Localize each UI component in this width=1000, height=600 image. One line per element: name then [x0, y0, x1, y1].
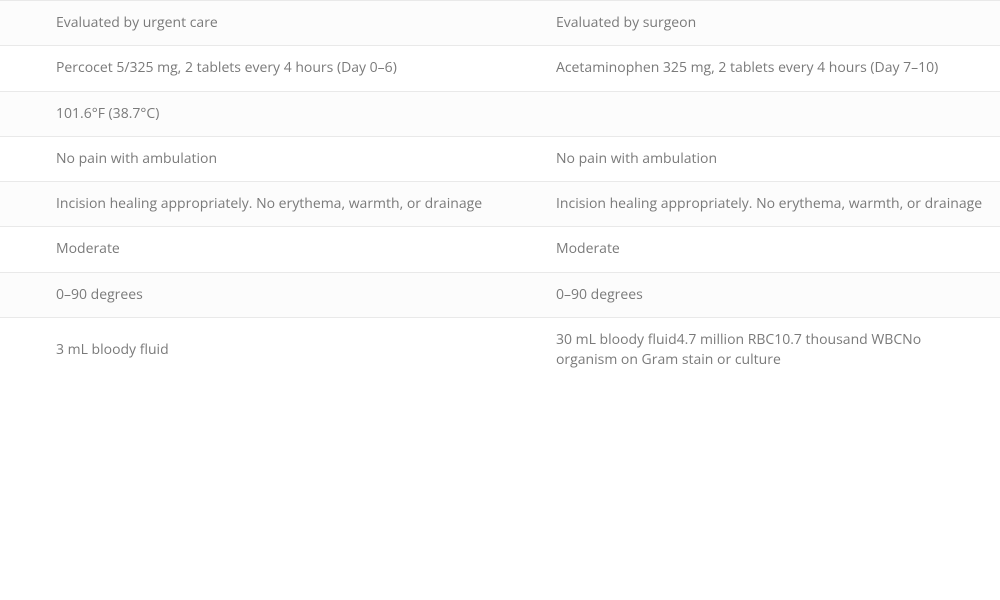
cell-text: 101.6°F (38.7°C) [56, 104, 159, 124]
cell-text: Percocet 5/325 mg, 2 tablets every 4 hou… [56, 58, 397, 78]
table-cell-left: Moderate [0, 227, 500, 271]
table-row: 101.6°F (38.7°C) [0, 91, 1000, 136]
table-cell-left: Evaluated by urgent care [0, 1, 500, 45]
cell-text: No pain with ambulation [56, 149, 217, 169]
cell-text: Evaluated by surgeon [556, 13, 696, 33]
cell-text: Evaluated by urgent care [56, 13, 218, 33]
comparison-table: Evaluated by urgent care Evaluated by su… [0, 0, 1000, 383]
table-cell-left: Percocet 5/325 mg, 2 tablets every 4 hou… [0, 46, 500, 90]
table-cell-right: No pain with ambulation [500, 137, 1000, 181]
table-cell-right: Moderate [500, 227, 1000, 271]
table-cell-right: Evaluated by surgeon [500, 1, 1000, 45]
table-cell-left: 0–90 degrees [0, 273, 500, 317]
cell-text: Moderate [56, 239, 120, 259]
table-cell-right: Incision healing appropriately. No eryth… [500, 182, 1000, 226]
cell-text: 0–90 degrees [556, 285, 643, 305]
table-cell-right [500, 92, 1000, 136]
cell-text: 30 mL bloody fluid4.7 million RBC10.7 th… [556, 330, 986, 371]
cell-text: No pain with ambulation [556, 149, 717, 169]
table-cell-left: Incision healing appropriately. No eryth… [0, 182, 500, 226]
cell-text: Incision healing appropriately. No eryth… [56, 194, 482, 214]
cell-text: 3 mL bloody fluid [56, 340, 169, 360]
table-cell-right: Acetaminophen 325 mg, 2 tablets every 4 … [500, 46, 1000, 90]
table-row: Evaluated by urgent care Evaluated by su… [0, 0, 1000, 45]
table-row: Moderate Moderate [0, 226, 1000, 271]
table-cell-right: 30 mL bloody fluid4.7 million RBC10.7 th… [500, 318, 1000, 383]
cell-text: Incision healing appropriately. No eryth… [556, 194, 982, 214]
cell-text: Acetaminophen 325 mg, 2 tablets every 4 … [556, 58, 938, 78]
table-cell-left: 101.6°F (38.7°C) [0, 92, 500, 136]
table-row: Percocet 5/325 mg, 2 tablets every 4 hou… [0, 45, 1000, 90]
cell-text: Moderate [556, 239, 620, 259]
table-cell-left: 3 mL bloody fluid [0, 318, 500, 383]
table-row: No pain with ambulation No pain with amb… [0, 136, 1000, 181]
table-row: 3 mL bloody fluid 30 mL bloody fluid4.7 … [0, 317, 1000, 383]
table-row: 0–90 degrees 0–90 degrees [0, 272, 1000, 317]
table-cell-right: 0–90 degrees [500, 273, 1000, 317]
cell-text: 0–90 degrees [56, 285, 143, 305]
table-cell-left: No pain with ambulation [0, 137, 500, 181]
table-row: Incision healing appropriately. No eryth… [0, 181, 1000, 226]
